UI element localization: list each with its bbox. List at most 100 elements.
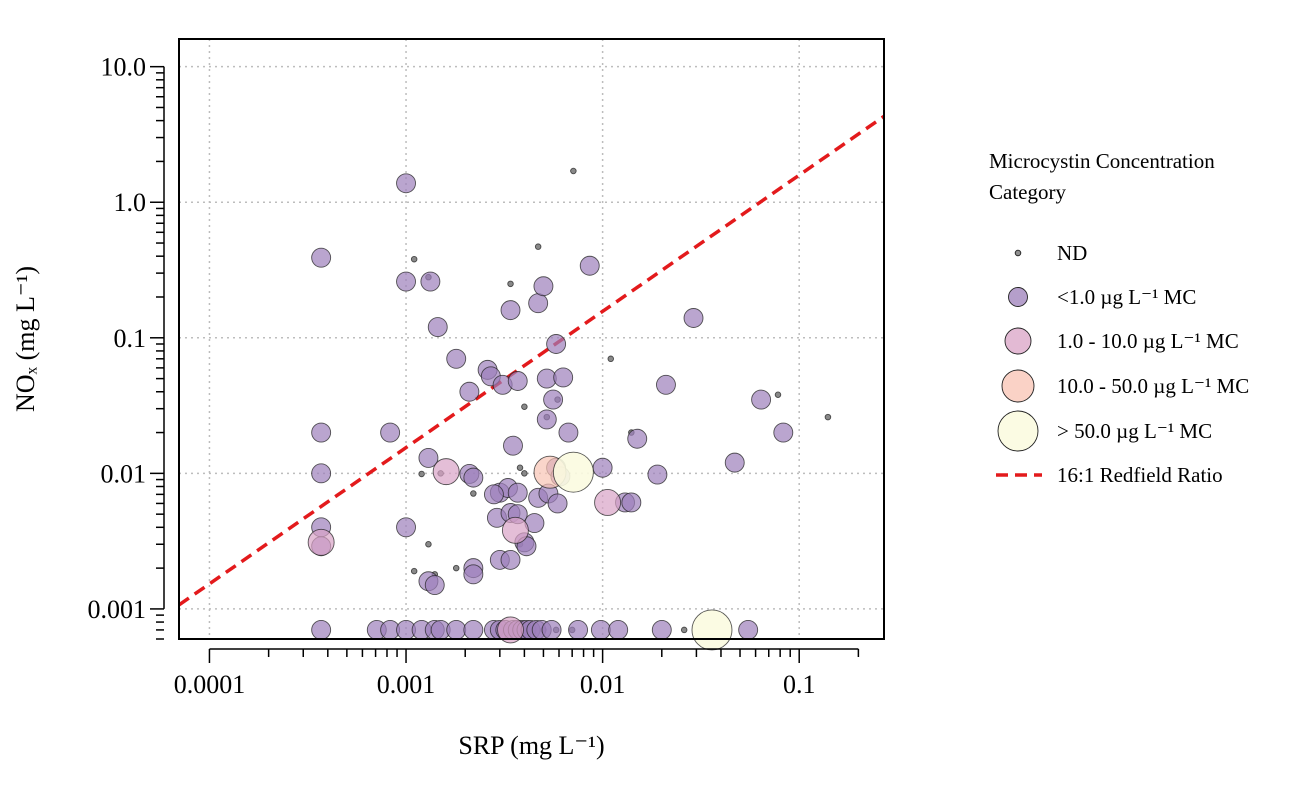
point-lt1 <box>396 517 416 538</box>
point-lt1 <box>773 422 794 443</box>
point-lt1 <box>446 348 467 369</box>
point-lt1 <box>590 619 611 640</box>
point-lt1 <box>656 374 676 395</box>
point-lt1 <box>751 389 772 410</box>
point-c1_10 <box>307 528 335 556</box>
legend-label-redfield: 16:1 Redfield Ratio <box>1057 463 1223 487</box>
point-c1_10 <box>501 516 529 544</box>
point-lt1 <box>647 464 668 485</box>
legend-symbol-c10_50 <box>1001 369 1035 403</box>
y-tick-label: 0.01 <box>101 459 147 488</box>
point-nd <box>607 355 615 363</box>
point-lt1 <box>463 619 484 640</box>
point-nd <box>774 391 782 399</box>
point-nd <box>425 540 432 548</box>
point-lt1 <box>627 428 648 449</box>
legend-symbol-nd <box>1014 249 1022 257</box>
y-tick-label: 0.001 <box>88 595 147 624</box>
reference-line-layer <box>178 114 885 607</box>
point-lt1 <box>418 447 439 468</box>
point-lt1 <box>553 367 574 388</box>
point-gt50 <box>691 609 733 651</box>
point-lt1 <box>483 484 504 505</box>
legend-label-gt50: > 50.0 µg L⁻¹ MC <box>1057 419 1212 443</box>
point-nd <box>824 413 832 421</box>
y-tick-label: 10.0 <box>101 53 147 82</box>
point-lt1 <box>500 549 521 570</box>
point-nd <box>507 280 514 288</box>
point-lt1 <box>558 422 579 443</box>
point-lt1 <box>311 422 332 443</box>
legend-title-line-2: Category <box>989 180 1066 204</box>
point-lt1 <box>424 575 445 596</box>
point-lt1 <box>543 389 564 410</box>
point-lt1 <box>579 255 600 276</box>
y-axis: 0.001 0.01 0.1 1.0 10.0 <box>88 53 165 640</box>
legend: Microcystin Concentration Category ND <1.… <box>989 149 1249 487</box>
grid <box>179 39 884 639</box>
point-lt1 <box>500 300 521 321</box>
point-lt1 <box>546 334 567 354</box>
plot-frame <box>178 38 885 640</box>
x-tick-label: 0.001 <box>377 670 436 699</box>
data-points <box>307 167 832 651</box>
y-tick-label: 1.0 <box>114 188 147 217</box>
x-tick-label: 0.0001 <box>174 670 246 699</box>
point-lt1 <box>533 276 554 297</box>
point-lt1 <box>380 422 401 443</box>
point-lt1 <box>651 619 672 640</box>
point-nd <box>516 464 524 472</box>
legend-symbol-lt1 <box>1008 287 1028 307</box>
legend-label-nd: ND <box>1057 241 1087 265</box>
point-lt1 <box>420 271 441 292</box>
point-lt1 <box>608 619 629 640</box>
point-lt1 <box>568 619 589 640</box>
point-lt1 <box>503 435 523 456</box>
legend-symbol-c1_10 <box>1004 327 1032 355</box>
point-nd <box>521 470 528 477</box>
point-c1_10 <box>594 489 622 516</box>
point-lt1 <box>507 482 528 503</box>
point-lt1 <box>311 247 332 268</box>
point-c1_10 <box>432 458 460 486</box>
point-lt1 <box>536 409 557 430</box>
legend-label-lt1: <1.0 µg L⁻¹ MC <box>1057 285 1196 309</box>
legend-label-c10_50: 10.0 - 50.0 µg L⁻¹ MC <box>1057 374 1249 398</box>
y-axis-title: NOₓ (mg L⁻¹) <box>11 266 40 412</box>
point-lt1 <box>547 493 568 514</box>
point-lt1 <box>446 619 467 640</box>
x-axis-title: SRP (mg L⁻¹) <box>458 731 604 760</box>
point-lt1 <box>459 381 480 402</box>
point-nd <box>410 255 418 263</box>
point-lt1 <box>463 564 484 585</box>
point-lt1 <box>311 619 332 640</box>
legend-title-line-1: Microcystin Concentration <box>989 149 1215 173</box>
point-lt1 <box>311 463 332 484</box>
point-lt1 <box>738 619 759 640</box>
point-c1_10 <box>497 616 524 644</box>
point-lt1 <box>396 271 416 292</box>
point-lt1 <box>427 317 448 338</box>
y-tick-label: 0.1 <box>114 324 147 353</box>
point-lt1 <box>592 457 613 478</box>
x-axis: 0.0001 0.001 0.01 0.1 <box>174 648 860 699</box>
point-nd <box>534 243 542 250</box>
point-nd <box>570 167 577 175</box>
point-lt1 <box>396 173 416 194</box>
point-gt50 <box>552 451 594 493</box>
point-lt1 <box>528 293 549 314</box>
x-tick-label: 0.1 <box>783 670 816 699</box>
redfield-ratio-line <box>178 114 885 607</box>
legend-symbol-gt50 <box>997 410 1039 452</box>
point-nd <box>470 490 477 497</box>
point-nd <box>521 403 528 411</box>
legend-label-c1_10: 1.0 - 10.0 µg L⁻¹ MC <box>1057 329 1239 353</box>
point-nd <box>410 567 418 575</box>
point-lt1 <box>463 467 484 488</box>
point-nd <box>680 626 688 634</box>
x-tick-label: 0.01 <box>580 670 626 699</box>
legend-items: ND <1.0 µg L⁻¹ MC 1.0 - 10.0 µg L⁻¹ MC 10.0… <box>996 241 1249 487</box>
point-lt1 <box>683 308 704 328</box>
point-lt1 <box>724 452 745 473</box>
